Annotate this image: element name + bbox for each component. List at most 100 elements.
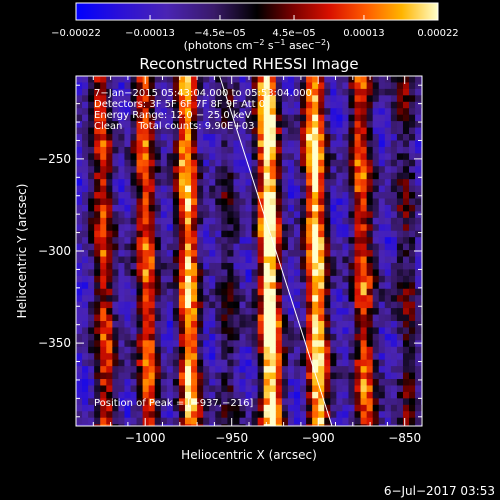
heatmap-cell bbox=[281, 411, 289, 419]
heatmap-cell bbox=[172, 327, 180, 335]
heatmap-cell bbox=[372, 166, 380, 174]
heatmap-cell bbox=[154, 159, 162, 167]
heatmap-cell bbox=[239, 134, 247, 142]
heatmap-cell bbox=[293, 204, 301, 212]
heatmap-cell bbox=[293, 385, 301, 393]
heatmap-cell bbox=[221, 353, 228, 361]
heatmap-cell bbox=[88, 82, 95, 90]
heatmap-cell bbox=[76, 82, 83, 90]
heatmap-cell bbox=[396, 391, 404, 399]
heatmap-cell bbox=[203, 404, 210, 412]
heatmap-cell bbox=[82, 327, 89, 335]
heatmap-cell bbox=[82, 82, 89, 90]
heatmap-cell bbox=[148, 321, 156, 329]
heatmap-cell bbox=[396, 153, 404, 161]
heatmap-cell bbox=[263, 172, 271, 180]
heatmap-cell bbox=[415, 198, 422, 206]
heatmap-cell bbox=[415, 404, 422, 412]
heatmap-cell bbox=[251, 172, 259, 180]
heatmap-cell bbox=[275, 82, 283, 90]
heatmap-cell bbox=[348, 88, 356, 96]
heatmap-cell bbox=[184, 372, 192, 380]
heatmap-cell bbox=[178, 166, 186, 174]
heatmap-cell bbox=[233, 333, 241, 341]
heatmap-cell bbox=[300, 146, 307, 154]
heatmap-cell bbox=[372, 224, 380, 232]
heatmap-cell bbox=[233, 411, 241, 419]
heatmap-cell bbox=[221, 243, 228, 251]
heatmap-cell bbox=[354, 269, 362, 277]
heatmap-cell bbox=[154, 185, 162, 193]
heatmap-cell bbox=[263, 237, 271, 245]
heatmap-cell bbox=[324, 366, 331, 374]
heatmap-cell bbox=[166, 153, 174, 161]
heatmap-cell bbox=[112, 76, 119, 84]
heatmap-cell bbox=[88, 127, 95, 135]
heatmap-cell bbox=[378, 250, 386, 258]
heatmap-cell bbox=[112, 301, 119, 309]
heatmap-cell bbox=[142, 146, 150, 154]
heatmap-cell bbox=[178, 204, 186, 212]
heatmap-cell bbox=[233, 282, 241, 290]
heatmap-cell bbox=[118, 250, 126, 258]
heatmap-cell bbox=[354, 192, 362, 200]
heatmap-cell bbox=[118, 159, 126, 167]
heatmap-cell bbox=[245, 146, 253, 154]
heatmap-cell bbox=[263, 230, 271, 238]
heatmap-cell bbox=[136, 146, 144, 154]
heatmap-cell bbox=[342, 127, 350, 135]
heatmap-cell bbox=[221, 192, 228, 200]
heatmap-cell bbox=[209, 327, 216, 335]
heatmap-cell bbox=[76, 333, 83, 341]
heatmap-cell bbox=[378, 314, 386, 322]
heatmap-cell bbox=[203, 140, 210, 148]
heatmap-cell bbox=[306, 95, 313, 103]
heatmap-cell bbox=[233, 327, 241, 335]
heatmap-cell bbox=[197, 288, 204, 296]
heatmap-cell bbox=[312, 417, 319, 425]
heatmap-cell bbox=[372, 101, 380, 109]
heatmap-cell bbox=[130, 127, 138, 135]
heatmap-cell bbox=[390, 88, 398, 96]
heatmap-cell bbox=[118, 76, 126, 84]
heatmap-cell bbox=[154, 140, 162, 148]
heatmap-cell bbox=[209, 404, 216, 412]
heatmap-cell bbox=[142, 372, 150, 380]
heatmap-cell bbox=[178, 217, 186, 225]
heatmap-cell bbox=[94, 76, 101, 84]
heatmap-cell bbox=[287, 192, 295, 200]
heatmap-cell bbox=[197, 146, 204, 154]
heatmap-cell bbox=[160, 346, 168, 354]
heatmap-cell bbox=[215, 301, 222, 309]
heatmap-cell bbox=[160, 166, 168, 174]
heatmap-cell bbox=[191, 121, 198, 129]
heatmap-cell bbox=[233, 230, 241, 238]
heatmap-cell bbox=[245, 101, 253, 109]
heatmap-cell bbox=[384, 166, 392, 174]
heatmap-cell bbox=[263, 108, 271, 116]
heatmap-cell bbox=[390, 256, 398, 264]
heatmap-cell bbox=[251, 108, 259, 116]
heatmap-cell bbox=[197, 308, 204, 316]
heatmap-cell bbox=[293, 327, 301, 335]
heatmap-cell bbox=[372, 211, 380, 219]
heatmap-cell bbox=[396, 159, 404, 167]
heatmap-cell bbox=[106, 301, 113, 309]
heatmap-cell bbox=[136, 411, 144, 419]
heatmap-cell bbox=[330, 224, 337, 232]
heatmap-cell bbox=[342, 417, 350, 425]
heatmap-cell bbox=[239, 308, 247, 316]
heatmap-cell bbox=[76, 288, 83, 296]
heatmap-cell bbox=[209, 127, 216, 135]
heatmap-cell bbox=[312, 134, 319, 142]
heatmap-cell bbox=[306, 179, 313, 187]
heatmap-cell bbox=[76, 95, 83, 103]
heatmap-cell bbox=[178, 127, 186, 135]
heatmap-cell bbox=[306, 411, 313, 419]
heatmap-cell bbox=[330, 379, 337, 387]
heatmap-cell bbox=[130, 134, 138, 142]
heatmap-cell bbox=[239, 121, 247, 129]
heatmap-cell bbox=[269, 269, 277, 277]
heatmap-cell bbox=[372, 140, 380, 148]
heatmap-cell bbox=[409, 224, 416, 232]
